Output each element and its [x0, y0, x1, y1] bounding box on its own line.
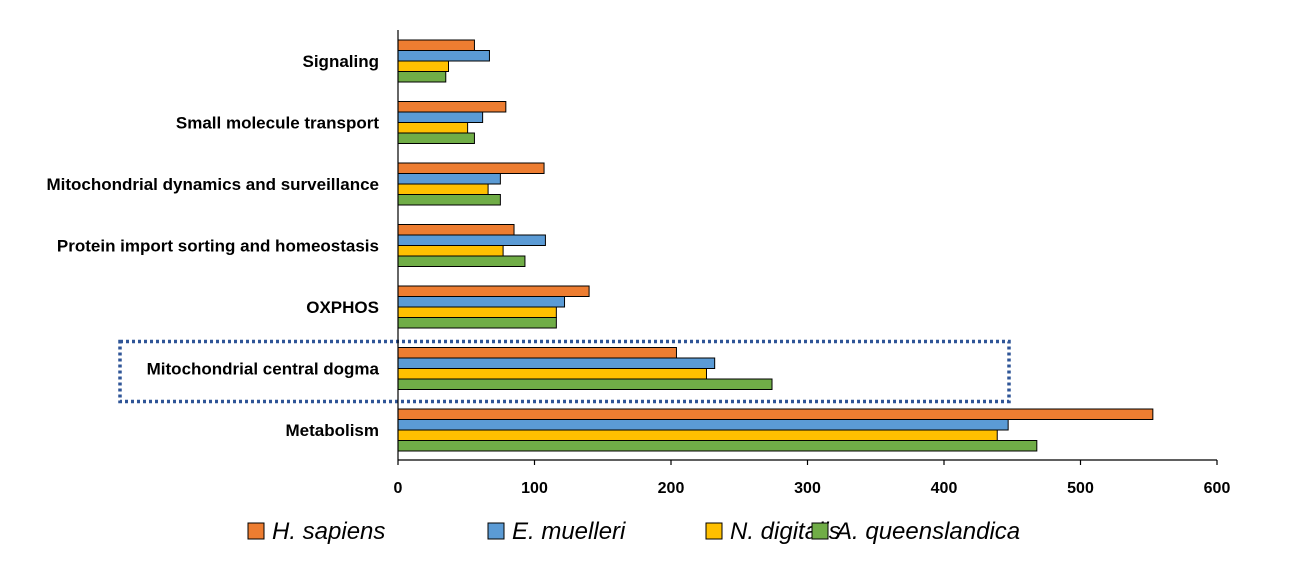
category-labels-group: Signaling Small molecule transport Mitocho… [46, 52, 379, 440]
x-tick-label: 200 [658, 480, 685, 497]
category-label-metabolism: Metabolism [285, 421, 379, 440]
bar-mitochondrial-dynamics-and-surveillance-e-muelleri [397, 173, 501, 185]
bar-mitochondrial-central-dogma-e-muelleri [397, 357, 716, 369]
bar-mitochondrial-central-dogma-n-digitalis [397, 368, 707, 380]
bar-signaling-a-queenslandica [397, 71, 447, 83]
legend-label-h-sapiens: H. sapiens [272, 518, 385, 545]
bar-metabolism-e-muelleri [397, 419, 1009, 431]
bar-mitochondrial-central-dogma-h-sapiens [397, 347, 677, 359]
bar-mitochondrial-dynamics-and-surveillance-h-sapiens [397, 162, 545, 174]
category-label-protein-import-sorting-and-homeostasis: Protein import sorting and homeostasis [57, 237, 379, 256]
bar-mitochondrial-dynamics-and-surveillance-n-digitalis [397, 183, 489, 195]
legend-swatch-a-queenslandica [811, 522, 829, 540]
legend-swatch-n-digitalis [705, 522, 723, 540]
legend-label-a-queenslandica: A. queenslandica [834, 518, 1020, 545]
bar-metabolism-h-sapiens [397, 408, 1154, 420]
bar-protein-import-sorting-and-homeostasis-h-sapiens [397, 224, 515, 236]
x-ticks-group: 0 100 200 300 400 500 600 [394, 460, 1231, 497]
bar-small-molecule-transport-a-queenslandica [397, 132, 475, 144]
bar-mitochondrial-dynamics-and-surveillance-a-queenslandica [397, 194, 501, 206]
x-tick-label: 600 [1204, 480, 1231, 497]
bar-signaling-h-sapiens [397, 39, 475, 51]
bar-small-molecule-transport-e-muelleri [397, 111, 484, 123]
bar-protein-import-sorting-and-homeostasis-a-queenslandica [397, 255, 526, 267]
x-tick-label: 0 [394, 480, 403, 497]
bar-signaling-n-digitalis [397, 60, 450, 72]
bar-oxphos-n-digitalis [397, 306, 557, 318]
category-label-oxphos: OXPHOS [306, 298, 379, 317]
category-label-mitochondrial-central-dogma: Mitochondrial central dogma [147, 360, 380, 379]
bar-oxphos-a-queenslandica [397, 317, 557, 329]
x-tick-label: 400 [931, 480, 958, 497]
bar-oxphos-e-muelleri [397, 296, 566, 308]
bar-protein-import-sorting-and-homeostasis-n-digitalis [397, 245, 504, 257]
bar-small-molecule-transport-n-digitalis [397, 122, 469, 134]
legend-swatch-e-muelleri [487, 522, 505, 540]
x-tick-label: 500 [1067, 480, 1094, 497]
bar-small-molecule-transport-h-sapiens [397, 101, 507, 113]
bars-group [397, 39, 1154, 452]
legend-swatch-h-sapiens [247, 522, 265, 540]
category-label-small-molecule-transport: Small molecule transport [176, 114, 379, 133]
bar-protein-import-sorting-and-homeostasis-e-muelleri [397, 234, 546, 246]
bar-oxphos-h-sapiens [397, 285, 590, 297]
bar-metabolism-n-digitalis [397, 429, 998, 441]
bar-mitochondrial-central-dogma-a-queenslandica [397, 378, 773, 390]
legend-label-e-muelleri: E. muelleri [512, 518, 626, 545]
x-tick-label: 100 [521, 480, 548, 497]
bar-signaling-e-muelleri [397, 50, 490, 62]
category-label-signaling: Signaling [303, 52, 380, 71]
highlight-box [118, 339, 1011, 404]
category-label-mitochondrial-dynamics-and-surveillance: Mitochondrial dynamics and surveillance [46, 175, 379, 194]
bar-metabolism-a-queenslandica [397, 440, 1038, 452]
x-tick-label: 300 [794, 480, 821, 497]
